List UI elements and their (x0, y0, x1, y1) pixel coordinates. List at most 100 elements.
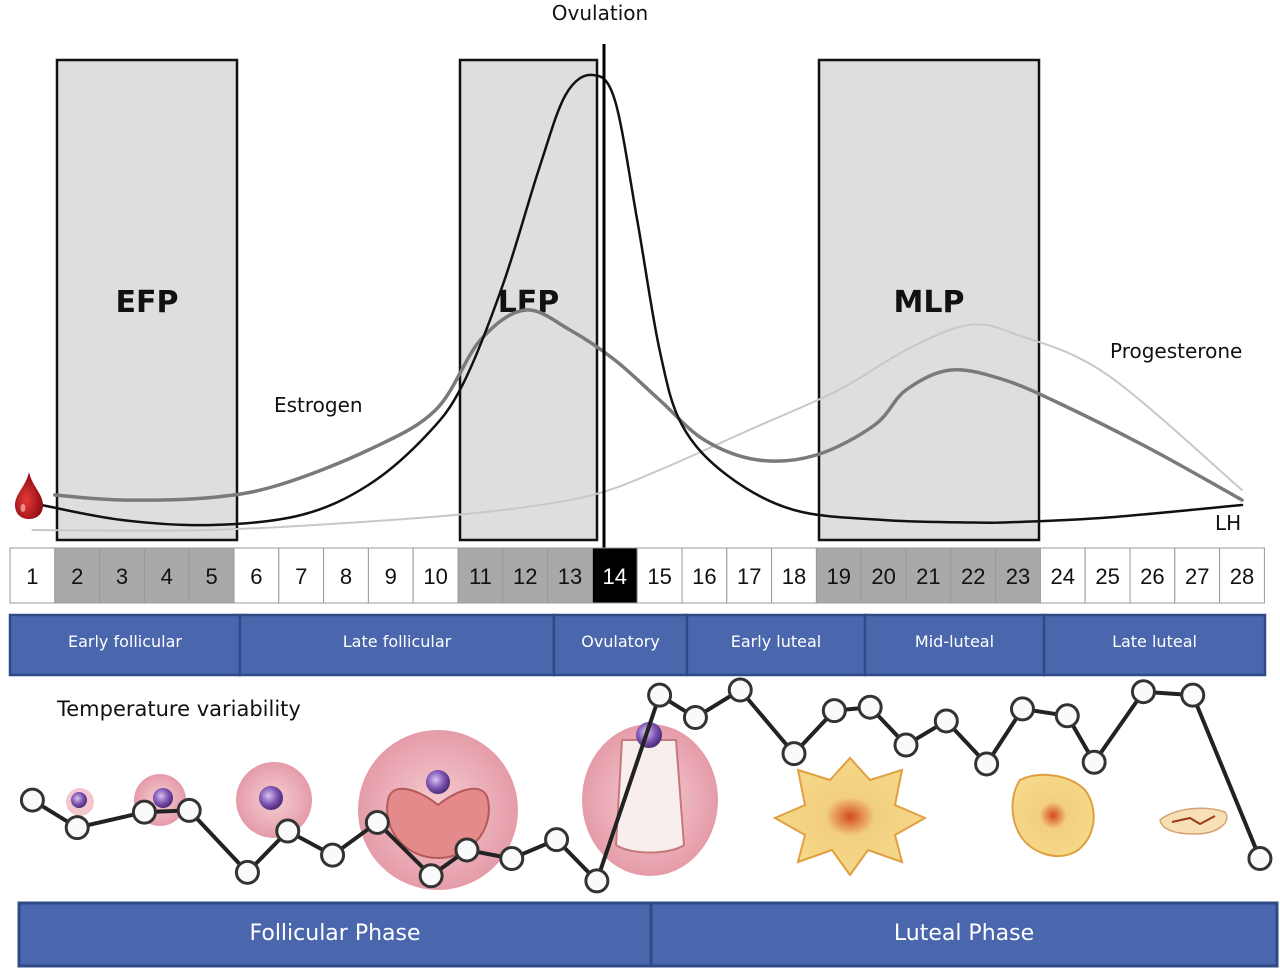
day-number: 9 (385, 564, 397, 589)
day-cell: 4 (143, 547, 190, 604)
phase-box-lfp: LFP (458, 58, 599, 542)
subphase-early-follicular: Early follicular (8, 613, 242, 677)
day-number: 11 (469, 564, 492, 589)
subphase-label: Early follicular (68, 632, 182, 651)
day-cell: 17 (726, 547, 773, 604)
temperature-point (682, 705, 708, 731)
phase-box-rect (817, 58, 1041, 542)
hormone-curves (31, 73, 1244, 532)
main-phase-bg (17, 901, 653, 968)
temperature-point (647, 682, 673, 708)
day-cell-bg (54, 547, 101, 604)
subphase-label: Mid-luteal (915, 632, 994, 651)
temperature-line (31, 688, 1262, 883)
day-cell-bg (905, 547, 952, 604)
temperature-point (1180, 682, 1206, 708)
phase-box-mlp: MLP (817, 58, 1041, 542)
progesterone-label: Progesterone (1110, 339, 1242, 363)
day-cell: 9 (367, 547, 414, 604)
temperature-label: Temperature variability (56, 697, 301, 721)
day-cell: 5 (188, 547, 235, 604)
corpus-luteum-medium (1011, 773, 1095, 857)
day-cell-bg (1219, 547, 1265, 604)
subphase-ovulatory: Ovulatory (552, 613, 689, 677)
day-cell: 22 (950, 547, 997, 604)
day-cell-bg (771, 547, 817, 604)
phase-box-label: EFP (116, 285, 179, 320)
day-number: 10 (423, 564, 447, 589)
day-number: 4 (161, 564, 173, 589)
day-cell-bg (726, 547, 773, 604)
day-cell: 23 (995, 547, 1041, 604)
phase-box-efp: EFP (55, 58, 239, 542)
ovulating-follicle (582, 722, 718, 876)
day-cell-bg (681, 547, 728, 604)
day-number: 16 (692, 564, 716, 589)
day-cell-bg (99, 547, 145, 604)
day-cell: 20 (860, 547, 907, 604)
subphase-bg (1042, 613, 1267, 677)
day-cell: 8 (323, 547, 369, 604)
subphase-late-follicular: Late follicular (238, 613, 556, 677)
day-cell: 10 (412, 547, 459, 604)
lh-label: LH (1215, 511, 1241, 535)
subphase-late-luteal: Late luteal (1042, 613, 1267, 677)
subphase-label: Ovulatory (581, 632, 660, 651)
corpus-albicans (1159, 807, 1228, 835)
day-number: 13 (558, 564, 582, 589)
day-cell: 3 (99, 547, 145, 604)
estrogen-label: Estrogen (274, 393, 363, 417)
day-cell: 21 (905, 547, 952, 604)
secondary-follicle (236, 762, 312, 838)
day-cell: 1 (9, 547, 56, 604)
temperature-point (857, 694, 883, 720)
temperature-point (1247, 846, 1273, 872)
subphase-bg (863, 613, 1046, 677)
day-cell-bg (860, 547, 907, 604)
day-cell-bg (323, 547, 369, 604)
temperature-point (19, 787, 45, 813)
main-phase-luteal-phase: Luteal Phase (649, 901, 1279, 968)
day-number: 22 (961, 564, 985, 589)
blood-drop-icon (15, 472, 43, 519)
day-cell: 13 (547, 547, 593, 604)
day-cell-bg (1129, 547, 1176, 604)
subphase-bg (685, 613, 867, 677)
day-number: 12 (513, 564, 537, 589)
day-cell: 25 (1084, 547, 1131, 604)
day-number: 19 (827, 564, 851, 589)
day-number: 18 (782, 564, 806, 589)
temperature-point (454, 837, 480, 863)
temperature-point (974, 751, 1000, 777)
temperature-point (275, 818, 301, 844)
day-number: 21 (916, 564, 940, 589)
day-cell-bg (950, 547, 997, 604)
day-cell-bg (9, 547, 56, 604)
day-cell-bg (1084, 547, 1131, 604)
day-number: 6 (250, 564, 262, 589)
subphase-label: Late luteal (1112, 632, 1197, 651)
blood-drop-highlight (20, 504, 26, 512)
phase-box-rect (458, 58, 599, 542)
temperature-point (418, 863, 444, 889)
main-phase-follicular-phase: Follicular Phase (17, 901, 653, 968)
temperature-point (176, 797, 202, 823)
temperature-curve (19, 677, 1273, 894)
day-cell-bg (547, 547, 593, 604)
day-cell-bg (457, 547, 504, 604)
main-phase-bg (649, 901, 1279, 968)
ovulation-label: Ovulation (552, 1, 648, 25)
day-number: 7 (295, 564, 307, 589)
subphase-mid-luteal: Mid-luteal (863, 613, 1046, 677)
primordial-follicle-1 (66, 788, 94, 816)
day-number: 27 (1185, 564, 1209, 589)
day-strip: 1 2 3 4 5 6 7 8 9 10 11 12 13 14 15 16 17 18 19 20 21 22 23 24 2… (9, 547, 1265, 604)
day-cell: 26 (1129, 547, 1176, 604)
temperature-point (1081, 749, 1107, 775)
day-cell: 7 (278, 547, 325, 604)
temperature-point (499, 846, 525, 872)
day-number: 28 (1230, 564, 1254, 589)
temperature-point (64, 815, 90, 841)
day-number: 5 (205, 564, 217, 589)
